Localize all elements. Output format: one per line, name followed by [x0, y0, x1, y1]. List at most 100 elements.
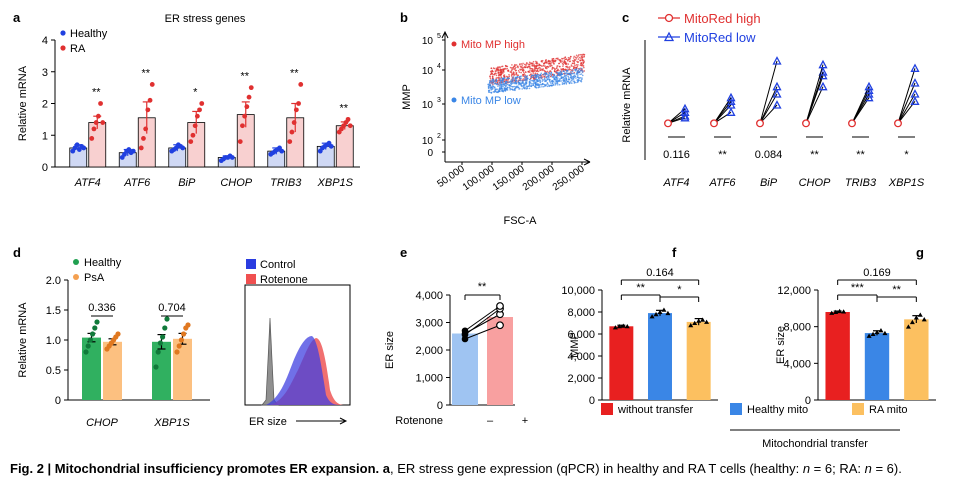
y-tick-label-b: 10: [422, 66, 434, 77]
scatter-point-low: [536, 84, 538, 86]
connect-line-c: [759, 60, 778, 124]
data-point: [147, 97, 153, 103]
scatter-point-high: [511, 64, 513, 66]
data-point: [293, 107, 299, 113]
bar-psa-xbp1s: [173, 338, 192, 400]
scatter-point-low: [572, 75, 575, 78]
x-tick-label-chop: CHOP: [220, 177, 252, 189]
scatter-point-low: [562, 76, 565, 79]
y-axis-label-g: ER size: [775, 326, 787, 364]
scatter-point-high: [518, 71, 521, 73]
data-point-d: [115, 331, 121, 337]
scatter-point-low: [555, 79, 557, 82]
scatter-point-low: [511, 77, 514, 79]
x-axis-label-d2: ER size: [249, 416, 287, 428]
data-point: [93, 120, 99, 125]
scatter-point-high: [549, 62, 551, 65]
pair-line-e: [464, 305, 501, 332]
panel-e: e ER size 0 1,000 2,000 3,000 4,000 ** Rotenone –…: [384, 245, 528, 427]
data-point-high-c: [894, 119, 902, 128]
scatter-point-low: [551, 82, 554, 85]
data-point: [328, 143, 334, 149]
scatter-point-high: [506, 65, 509, 68]
scatter-point-high: [561, 57, 564, 60]
scatter-point-high: [538, 66, 541, 69]
scatter-point-high: [573, 63, 576, 65]
scatter-point-low: [540, 83, 542, 86]
scatter-point-low: [572, 72, 574, 75]
scatter-point-high: [544, 59, 547, 62]
connect-line-c: [897, 68, 916, 124]
data-point: [100, 120, 106, 125]
scatter-point-high: [560, 69, 563, 71]
data-point-d: [174, 349, 180, 355]
scatter-point-high: [544, 70, 546, 73]
legend-swatch-control: [246, 259, 256, 269]
scatter-point-high: [575, 64, 578, 66]
scatter-point-high: [551, 68, 553, 70]
scatter-point-low: [533, 76, 536, 79]
scatter-point-low: [530, 76, 532, 78]
scatter-point-high: [563, 59, 566, 62]
scatter-point-low: [508, 86, 511, 89]
data-point: [143, 126, 149, 132]
scatter-point-low: [579, 68, 581, 71]
scatter-point-low: [552, 84, 555, 86]
data-point-low-c: [818, 59, 828, 69]
data-point-f: [649, 314, 655, 319]
scatter-point-high: [497, 74, 500, 77]
scatter-point-low: [544, 72, 547, 75]
panel-label-f: f: [672, 245, 677, 260]
scatter-point-low: [525, 83, 527, 86]
bar-e-control: [452, 333, 478, 405]
scatter-point-high: [511, 73, 513, 75]
scatter-point-low: [571, 68, 574, 71]
scatter-point-low: [546, 83, 548, 86]
scatter-point-low: [534, 74, 537, 77]
scatter-point-high: [572, 57, 575, 59]
legend-label-0: without transfer: [617, 404, 694, 416]
connect-line-c: [897, 101, 916, 124]
scatter-point-low: [518, 87, 521, 90]
scatter-point-low: [489, 86, 492, 89]
scatter-point-low: [518, 75, 521, 78]
scatter-point-high: [554, 59, 557, 62]
legend-label-healthy-d: Healthy: [84, 257, 122, 269]
y-tick-label-a: 4: [42, 35, 48, 47]
scatter-point-low: [491, 80, 494, 83]
scatter-point-low: [541, 82, 544, 85]
scatter-point-low: [524, 87, 527, 89]
scatter-point-high: [552, 59, 554, 62]
scatter-point-low: [564, 80, 567, 82]
y-tick-label-d: 1.0: [46, 335, 61, 347]
scatter-point-low: [550, 74, 553, 77]
scatter-point-low: [522, 81, 524, 84]
data-point-high-c: [664, 119, 672, 128]
scatter-point-high: [508, 75, 511, 78]
connect-line-c: [897, 93, 916, 124]
data-point: [95, 113, 101, 119]
scatter-point-high: [537, 64, 540, 67]
scatter-point-low: [578, 71, 581, 74]
scatter-point-low: [539, 79, 541, 81]
histogram-control: [266, 336, 342, 405]
scatter-point-low: [575, 77, 577, 79]
scatter-point-high: [556, 69, 559, 71]
scatter-point-low: [488, 80, 491, 82]
data-point: [291, 120, 297, 125]
connect-line-c: [851, 86, 870, 124]
scatter-point-low: [560, 73, 562, 75]
data-point: [89, 136, 95, 141]
scatter-point-low: [576, 76, 579, 78]
scatter-point-low: [491, 79, 493, 81]
scatter-point-high: [575, 58, 578, 60]
y-axis-label-d: Relative mRNA: [17, 302, 29, 378]
scatter-point-low: [504, 85, 507, 87]
scatter-point-high: [576, 56, 578, 59]
scatter-point-high: [502, 68, 505, 71]
scatter-point-high: [530, 62, 532, 64]
scatter-point-high: [511, 68, 514, 70]
legend-label-1: Healthy mito: [747, 404, 808, 416]
